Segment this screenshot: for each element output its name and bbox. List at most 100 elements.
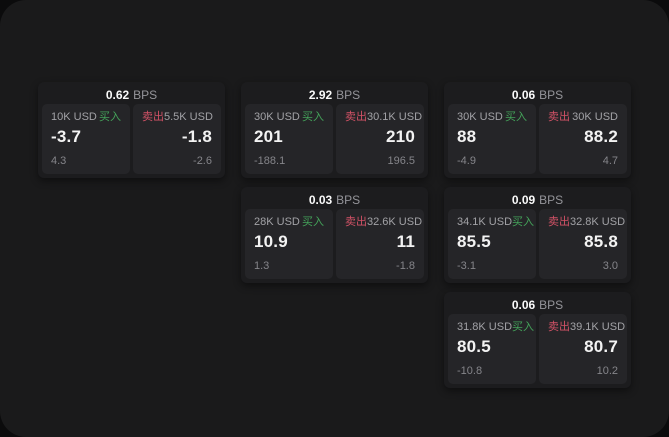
bps-unit: BPS	[133, 88, 158, 102]
buy-quote-button[interactable]: 34.1K USD 买入 85.5 -3.1	[448, 209, 536, 279]
sell-side-label: 卖出	[345, 216, 367, 228]
buy-panel-top: 30K USD 买入	[457, 111, 527, 125]
bps-value: 0.03	[308, 193, 333, 207]
buy-amount: 30K USD	[457, 111, 503, 123]
bps-unit: BPS	[539, 88, 564, 102]
bps-header: 0.06 BPS	[448, 296, 627, 314]
buy-quote-button[interactable]: 30K USD 买入 201 -188.1	[245, 104, 333, 174]
buy-price: 88	[457, 126, 477, 146]
sell-amount: 32.8K USD	[570, 216, 626, 228]
sell-panel-top: 卖出 5.5K USD	[142, 111, 213, 125]
buy-side-label: 买入	[302, 111, 324, 123]
buy-quote-button[interactable]: 28K USD 买入 10.9 1.3	[245, 209, 333, 279]
buy-quote-button[interactable]: 31.8K USD 买入 80.5 -10.8	[448, 314, 536, 384]
buy-delta: -4.9	[457, 154, 476, 167]
buy-panel-top: 31.8K USD 买入	[457, 321, 534, 335]
bps-value: 0.09	[511, 193, 536, 207]
bps-header: 0.06 BPS	[448, 86, 627, 104]
buy-delta: -188.1	[254, 154, 286, 167]
sell-quote-button[interactable]: 卖出 39.1K USD 80.7 10.2	[539, 314, 627, 384]
bps-value: 0.62	[105, 88, 130, 102]
buy-panel-top: 10K USD 买入	[51, 111, 121, 125]
bps-unit: BPS	[336, 193, 361, 207]
bps-unit: BPS	[539, 193, 564, 207]
quote-card: 0.03 BPS 28K USD 买入 10.9 1.3 卖出	[241, 187, 428, 283]
buy-panel-top: 30K USD 买入	[254, 111, 324, 125]
buy-panel-top: 28K USD 买入	[254, 216, 324, 230]
sell-quote-button[interactable]: 卖出 32.6K USD 11 -1.8	[336, 209, 424, 279]
buy-delta: 4.3	[51, 154, 67, 167]
buy-delta: -3.1	[457, 259, 476, 272]
buy-side-label: 买入	[512, 321, 535, 333]
sell-quote-button[interactable]: 卖出 30K USD 88.2 4.7	[539, 104, 627, 174]
sell-side-label: 卖出	[548, 111, 570, 123]
sell-price: 210	[386, 126, 415, 146]
quote-panels: 28K USD 买入 10.9 1.3 卖出 32.6K USD 11 -1.8	[245, 209, 424, 279]
buy-quote-button[interactable]: 10K USD 买入 -3.7 4.3	[42, 104, 130, 174]
buy-delta: 1.3	[254, 259, 270, 272]
quote-card: 0.62 BPS 10K USD 买入 -3.7 4.3 卖出	[38, 82, 225, 178]
sell-panel-top: 卖出 30.1K USD	[345, 111, 422, 125]
sell-quote-button[interactable]: 卖出 30.1K USD 210 196.5	[336, 104, 424, 174]
quote-card: 0.09 BPS 34.1K USD 买入 85.5 -3.1 卖出	[444, 187, 631, 283]
sell-amount: 5.5K USD	[164, 111, 213, 123]
buy-amount: 10K USD	[51, 111, 97, 123]
buy-panel-top: 34.1K USD 买入	[457, 216, 534, 230]
buy-amount: 28K USD	[254, 216, 300, 228]
sell-side-label: 卖出	[548, 216, 570, 228]
sell-side-label: 卖出	[142, 111, 164, 123]
bps-unit: BPS	[336, 88, 361, 102]
sell-panel-top: 卖出 30K USD	[548, 111, 618, 125]
quote-panels: 30K USD 买入 88 -4.9 卖出 30K USD 88.2 4.7	[448, 104, 627, 174]
buy-price: 201	[254, 126, 283, 146]
sell-price: 85.8	[584, 231, 618, 251]
sell-delta: -1.8	[396, 259, 415, 272]
sell-amount: 30K USD	[572, 111, 618, 123]
sell-delta: 4.7	[602, 154, 618, 167]
sell-amount: 39.1K USD	[570, 321, 626, 333]
sell-side-label: 卖出	[548, 321, 570, 333]
buy-quote-button[interactable]: 30K USD 买入 88 -4.9	[448, 104, 536, 174]
sell-price: 88.2	[584, 126, 618, 146]
sell-delta: 3.0	[602, 259, 618, 272]
sell-panel-top: 卖出 39.1K USD	[548, 321, 625, 335]
bps-value: 2.92	[308, 88, 333, 102]
sell-price: -1.8	[181, 126, 212, 146]
bps-unit: BPS	[539, 298, 564, 312]
buy-side-label: 买入	[512, 216, 535, 228]
buy-delta: -10.8	[457, 364, 483, 377]
sell-delta: -2.6	[193, 154, 212, 167]
bps-header: 0.03 BPS	[245, 191, 424, 209]
buy-amount: 31.8K USD	[457, 321, 513, 333]
quote-card: 0.06 BPS 31.8K USD 买入 80.5 -10.8 卖	[444, 292, 631, 388]
buy-price: 10.9	[254, 231, 288, 251]
quote-card: 0.06 BPS 30K USD 买入 88 -4.9 卖出	[444, 82, 631, 178]
quote-grid: 0.62 BPS 10K USD 买入 -3.7 4.3 卖出	[38, 82, 631, 388]
sell-delta: 10.2	[596, 364, 618, 377]
sell-price: 11	[396, 231, 415, 251]
sell-quote-button[interactable]: 卖出 32.8K USD 85.8 3.0	[539, 209, 627, 279]
sell-side-label: 卖出	[345, 111, 367, 123]
bps-header: 0.62 BPS	[42, 86, 221, 104]
buy-amount: 30K USD	[254, 111, 300, 123]
sell-quote-button[interactable]: 卖出 5.5K USD -1.8 -2.6	[133, 104, 221, 174]
sell-panel-top: 卖出 32.8K USD	[548, 216, 625, 230]
sell-amount: 30.1K USD	[367, 111, 423, 123]
buy-side-label: 买入	[505, 111, 527, 123]
bps-value: 0.06	[511, 298, 536, 312]
bps-header: 0.09 BPS	[448, 191, 627, 209]
buy-price: 85.5	[457, 231, 491, 251]
sell-amount: 32.6K USD	[367, 216, 423, 228]
sell-delta: 196.5	[387, 154, 415, 167]
buy-amount: 34.1K USD	[457, 216, 513, 228]
quote-panels: 34.1K USD 买入 85.5 -3.1 卖出 32.8K USD 85.8…	[448, 209, 627, 279]
bps-value: 0.06	[511, 88, 536, 102]
buy-side-label: 买入	[302, 216, 324, 228]
buy-side-label: 买入	[99, 111, 121, 123]
buy-price: -3.7	[51, 126, 82, 146]
quote-panels: 31.8K USD 买入 80.5 -10.8 卖出 39.1K USD 80.…	[448, 314, 627, 384]
sell-price: 80.7	[584, 336, 618, 356]
quote-panels: 30K USD 买入 201 -188.1 卖出 30.1K USD 210 1…	[245, 104, 424, 174]
